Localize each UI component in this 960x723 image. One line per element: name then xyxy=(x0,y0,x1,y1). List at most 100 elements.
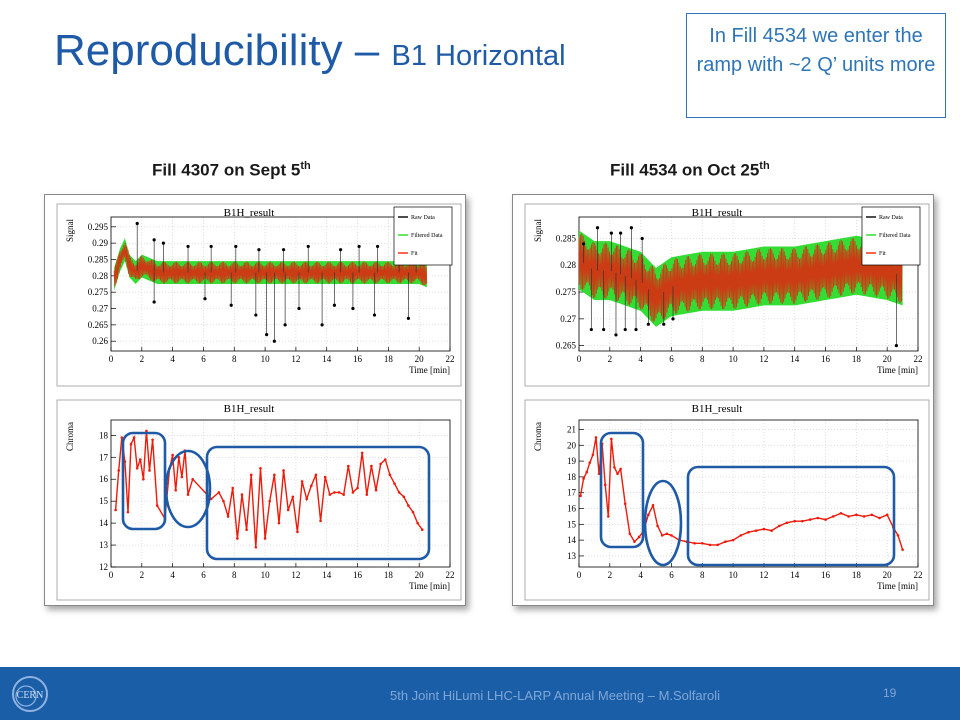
chroma-data-point xyxy=(135,466,139,470)
chroma-data-point xyxy=(226,515,230,518)
y-tick-label: 0.27 xyxy=(92,304,108,314)
plot-area xyxy=(578,419,919,568)
raw-data-point xyxy=(609,231,613,235)
chroma-data-point xyxy=(319,519,322,523)
fit-line xyxy=(113,242,428,287)
chroma-data-point xyxy=(273,473,276,477)
chroma-data-point xyxy=(282,469,285,472)
raw-data-point xyxy=(372,313,377,317)
chroma-data-point xyxy=(793,519,797,523)
chroma-data-point xyxy=(739,534,743,537)
y-tick-label: 0.26 xyxy=(92,336,108,346)
y-tick-label: 0.275 xyxy=(556,287,577,297)
x-tick-label: 20 xyxy=(883,354,893,364)
x-tick-label: 16 xyxy=(353,570,363,580)
x-tick-label: 10 xyxy=(729,354,739,364)
chroma-data-point xyxy=(610,437,613,441)
x-tick-label: 20 xyxy=(415,354,425,364)
highlight-ellipse xyxy=(643,479,683,567)
x-tick-label: 6 xyxy=(669,570,674,580)
highlight-box xyxy=(599,431,645,549)
chroma-data-point xyxy=(588,461,592,464)
chroma-data-point xyxy=(351,491,355,494)
x-tick-label: 0 xyxy=(577,570,582,580)
chroma-data-point xyxy=(180,475,184,479)
raw-data-point xyxy=(306,244,310,249)
x-tick-label: 16 xyxy=(353,354,363,364)
chroma-data-point xyxy=(120,436,124,439)
chroma-data-point xyxy=(356,486,359,490)
chroma-data-point xyxy=(142,477,145,481)
x-axis-label: Time [min] xyxy=(409,581,450,591)
raw-data-point xyxy=(254,313,258,317)
chroma-data-point xyxy=(291,495,295,499)
legend-raw-data: Raw Data xyxy=(879,215,903,221)
chroma-data-point xyxy=(885,513,889,517)
slide-title: Reproducibility – B1 Horizontal xyxy=(54,26,566,75)
x-tick-label: 18 xyxy=(852,570,862,580)
y-tick-label: 19 xyxy=(567,456,577,466)
x-axis-label: Time [min] xyxy=(877,581,918,591)
chroma-data-point xyxy=(254,545,258,549)
x-tick-label: 2 xyxy=(140,354,145,364)
chroma-data-point xyxy=(305,497,308,501)
chroma-data-point xyxy=(402,495,406,499)
chroma-data-point xyxy=(383,458,387,461)
chroma-data-point xyxy=(411,510,415,514)
raw-data-point xyxy=(332,303,337,307)
chroma-data-point xyxy=(731,538,735,542)
chroma-data-point xyxy=(747,530,750,534)
chroma-data-point xyxy=(613,466,616,469)
chroma-data-point xyxy=(132,436,136,439)
legend-box xyxy=(393,206,453,266)
chroma-data-point xyxy=(148,469,151,472)
raw-data-point xyxy=(582,242,586,246)
chroma-data-point xyxy=(878,516,881,520)
y-tick-label: 12 xyxy=(99,562,108,572)
raw-data-point xyxy=(152,300,156,304)
raw-data-point xyxy=(209,244,213,249)
chroma-data-point xyxy=(831,515,835,518)
legend-raw-data: Raw Data xyxy=(411,215,435,221)
raw-data-point xyxy=(229,303,233,307)
chroma-data-point xyxy=(151,438,154,442)
legend-filtered-data: Filtered Data xyxy=(879,233,911,239)
x-tick-label: 0 xyxy=(109,354,114,364)
chroma-data-point xyxy=(347,464,350,468)
raw-data-point xyxy=(894,344,899,348)
x-tick-label: 20 xyxy=(415,570,425,580)
raw-data-point xyxy=(283,323,287,327)
y-tick-label: 13 xyxy=(99,540,109,550)
y-tick-label: 15 xyxy=(567,519,577,529)
x-tick-label: 14 xyxy=(790,354,800,364)
x-tick-label: 12 xyxy=(759,354,768,364)
raw-data-point xyxy=(357,244,361,249)
legend-fit: Fit xyxy=(879,251,886,257)
chroma-data-point xyxy=(296,530,299,534)
fill-4307-label: Fill 4307 on Sept 5th xyxy=(152,160,311,180)
chroma-data-point xyxy=(222,499,225,503)
raw-data-point xyxy=(623,327,627,332)
y-tick-label: 16 xyxy=(99,474,109,484)
y-tick-label: 18 xyxy=(99,430,109,440)
x-tick-label: 12 xyxy=(291,354,300,364)
plot-area xyxy=(110,216,451,352)
x-tick-label: 14 xyxy=(790,570,800,580)
raw-data-point xyxy=(297,306,301,311)
chroma-data-point xyxy=(155,504,159,507)
chart-title: B1H_result xyxy=(692,207,743,219)
x-tick-label: 6 xyxy=(201,354,206,364)
chroma-data-point xyxy=(268,499,272,503)
legend-filtered-data: Filtered Data xyxy=(411,233,443,239)
y-axis-label: Signal xyxy=(65,219,75,243)
chroma-data-point xyxy=(623,502,627,506)
y-tick-label: 16 xyxy=(567,504,577,514)
chroma-data-point xyxy=(174,488,178,492)
x-tick-label: 4 xyxy=(638,354,643,364)
chroma-data-point xyxy=(839,511,843,515)
chroma-data-point xyxy=(337,491,341,494)
y-tick-label: 0.295 xyxy=(88,222,109,232)
fit-line xyxy=(578,233,903,323)
chroma-data-point xyxy=(708,543,712,547)
